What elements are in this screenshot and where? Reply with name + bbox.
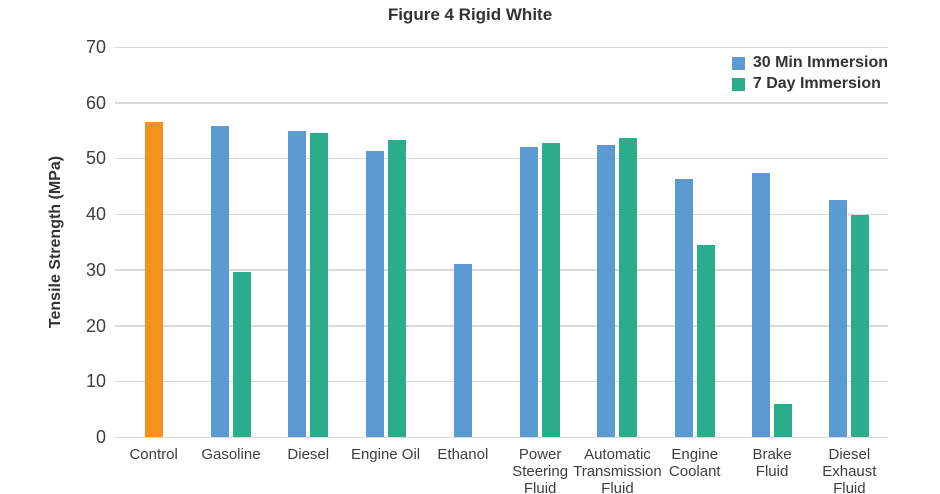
x-category-label: Ethanol [437,446,489,463]
bar-group-automatic [579,47,656,437]
bar-30-min-immersion-engine-oil [365,151,384,437]
bar-7-day-immersion-engine-oil [387,139,406,437]
y-tick-label: 20 [85,315,106,336]
bar-7-day-immersion-automatic [619,138,638,437]
gridline [115,157,888,160]
bar-30-min-immersion-diesel [829,199,848,437]
bar-group-ethanol [424,47,501,437]
bar-7-day-immersion-power [542,143,561,437]
bar-group-gasoline [192,47,269,437]
x-category-label: Brake Fluid [752,446,792,480]
bar-group-engine [656,47,733,437]
y-tick-label: 10 [85,371,106,392]
legend-label: 30 Min Immersion [752,54,888,71]
bar-control-control [144,121,163,437]
y-tick-label: 50 [85,148,106,169]
y-tick-label: 40 [85,204,106,225]
legend-swatch-icon [731,77,745,91]
x-category-label: Engine Coolant [668,446,721,480]
bar-30-min-immersion-brake [752,172,771,437]
legend-label: 7 Day Immersion [752,75,881,92]
x-axis-category-labels: Control Gasoline Diesel Engine Oil Ethanol Po… [115,446,888,494]
bar-30-min-immersion-engine [674,179,693,437]
x-category-label: Engine Oil [350,446,421,463]
bar-7-day-immersion-diesel [310,132,329,437]
legend-item-7-day-immersion: 7 Day Immersion [731,75,888,93]
x-category-label: Gasoline [201,446,261,463]
gridline [115,269,888,271]
x-category-label: Automatic Transmission Fluid [573,446,662,494]
legend: 30 Min Immersion 7 Day Immersion [731,54,888,93]
bar-7-day-immersion-diesel [851,215,870,437]
bar-30-min-immersion-diesel [288,130,307,437]
bar-30-min-immersion-ethanol [453,264,472,437]
gridline [115,213,888,216]
x-category-label: Power Steering Fluid [512,446,569,494]
y-tick-label: 0 [95,427,106,447]
bar-7-day-immersion-gasoline [232,271,251,437]
gridline [115,380,888,383]
bar-7-day-immersion-brake [774,404,793,437]
legend-item-30-min-immersion: 30 Min Immersion [731,54,888,72]
bar-group-diesel [270,47,347,437]
chart-title: Figure 4 Rigid White [387,5,553,24]
y-tick-label: 70 [85,37,106,57]
x-category-label: Diesel [287,446,330,463]
gridline [115,46,888,48]
bar-group-control [115,47,192,437]
bar-group-diesel [811,47,888,437]
bar-30-min-immersion-gasoline [210,126,229,437]
bar-group-brake [733,47,810,437]
gridline [115,325,888,327]
bar-30-min-immersion-automatic [597,145,616,437]
y-tick-label: 60 [85,92,106,113]
gridline [115,102,888,104]
bar-7-day-immersion-engine [696,245,715,437]
bar-group-engine-oil [347,47,424,437]
x-category-label: Diesel Exhaust Fluid [822,446,877,494]
plot-area: 30 Min Immersion 7 Day Immersion [115,46,888,438]
gridline [115,436,888,438]
bar-30-min-immersion-power [520,146,539,437]
y-axis-title: Tensile Strength (MPa) [47,155,64,329]
legend-swatch-icon [731,56,745,70]
x-category-label: Control [129,446,178,463]
bar-group-power [502,47,579,437]
y-tick-label: 30 [85,259,106,280]
